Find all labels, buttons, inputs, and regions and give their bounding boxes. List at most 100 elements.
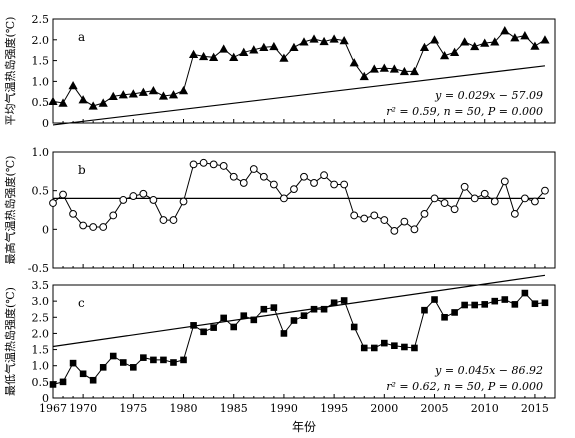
data-point	[290, 185, 298, 194]
trend-line	[52, 274, 546, 348]
data-point	[249, 165, 258, 173]
data-point	[130, 364, 137, 371]
data-point	[470, 194, 479, 203]
data-point	[360, 214, 369, 223]
data-point	[199, 158, 208, 167]
data-point	[471, 301, 478, 309]
y-tick-label: 0	[42, 223, 49, 236]
data-point	[431, 296, 438, 303]
data-point	[309, 34, 319, 43]
data-point	[450, 205, 459, 214]
data-point	[89, 223, 98, 231]
data-point	[180, 356, 187, 364]
data-point	[219, 44, 229, 53]
y-tick-label: 0	[42, 392, 49, 405]
data-point	[481, 301, 489, 308]
data-point	[140, 354, 147, 361]
data-point	[289, 42, 299, 51]
data-point	[430, 194, 439, 203]
data-point	[491, 297, 499, 305]
data-point	[219, 162, 228, 170]
data-point	[259, 172, 268, 181]
data-point	[500, 26, 510, 35]
data-point	[79, 370, 87, 378]
data-point	[159, 216, 168, 224]
data-point	[310, 179, 318, 187]
data-point	[230, 323, 238, 331]
data-point	[118, 90, 128, 99]
data-point	[439, 51, 450, 60]
data-point	[510, 33, 520, 42]
data-point	[390, 226, 399, 235]
data-point	[269, 41, 279, 51]
data-point	[350, 323, 358, 331]
x-tick-label: 1980	[170, 402, 198, 415]
data-point	[329, 34, 339, 43]
data-point	[79, 221, 88, 230]
y-tick-label: 1.5	[32, 344, 50, 357]
data-point	[190, 322, 197, 329]
data-point	[128, 89, 138, 98]
data-point	[188, 49, 199, 59]
data-point	[349, 58, 359, 67]
data-point	[179, 197, 188, 206]
data-point	[480, 38, 490, 47]
data-point	[88, 101, 98, 110]
data-point	[69, 209, 77, 218]
data-point	[480, 189, 489, 198]
data-point	[530, 41, 540, 50]
data-point	[490, 197, 499, 206]
data-point	[420, 209, 429, 218]
y-tick-label: 3.0	[32, 295, 50, 308]
data-point	[170, 359, 177, 366]
data-point	[461, 301, 468, 309]
y-tick-label: 0.5	[32, 376, 50, 389]
data-point	[129, 192, 138, 200]
data-point	[429, 35, 440, 44]
data-point	[300, 172, 308, 181]
data-point	[239, 47, 249, 56]
data-point	[411, 344, 418, 352]
y-axis-label: 最高气温热岛强度(℃)	[3, 156, 17, 265]
y-tick-label: 0.5	[32, 96, 50, 109]
x-tick-label: 1970	[69, 402, 97, 415]
data-point	[450, 47, 460, 56]
trend-equation: y = 0.029x − 57.09	[434, 89, 543, 102]
trend-statistics: r² = 0.62, n = 50, P = 0.000	[386, 380, 543, 393]
data-point	[531, 300, 539, 308]
trend-line	[52, 65, 546, 126]
data-point	[240, 312, 248, 319]
data-point	[78, 95, 88, 104]
data-point	[511, 301, 519, 308]
y-tick-label: 3.5	[32, 279, 50, 292]
data-point	[381, 339, 388, 347]
data-point	[209, 52, 219, 61]
data-point	[178, 85, 189, 95]
data-point	[220, 314, 227, 322]
data-point	[89, 376, 97, 384]
plot-frame	[52, 151, 556, 269]
trend-equation: y = 0.045x − 86.92	[434, 364, 543, 377]
y-tick-label: 1.0	[32, 146, 50, 159]
data-point	[330, 299, 338, 307]
data-point	[290, 317, 298, 324]
data-point	[49, 381, 57, 388]
data-point	[399, 66, 409, 76]
data-point	[108, 91, 118, 101]
data-point	[521, 289, 529, 297]
data-point	[389, 64, 399, 73]
data-point	[49, 199, 57, 207]
data-point	[470, 41, 480, 51]
data-point	[229, 172, 238, 181]
data-point	[239, 179, 248, 187]
data-point	[501, 296, 509, 303]
data-point	[169, 216, 178, 224]
data-point	[260, 305, 268, 313]
data-point	[250, 316, 258, 324]
data-point	[451, 309, 458, 316]
x-tick-label: 2010	[471, 402, 499, 415]
data-point	[490, 37, 500, 46]
y-tick-label: 1.5	[32, 55, 50, 68]
data-point	[370, 211, 379, 220]
data-point	[541, 186, 549, 195]
